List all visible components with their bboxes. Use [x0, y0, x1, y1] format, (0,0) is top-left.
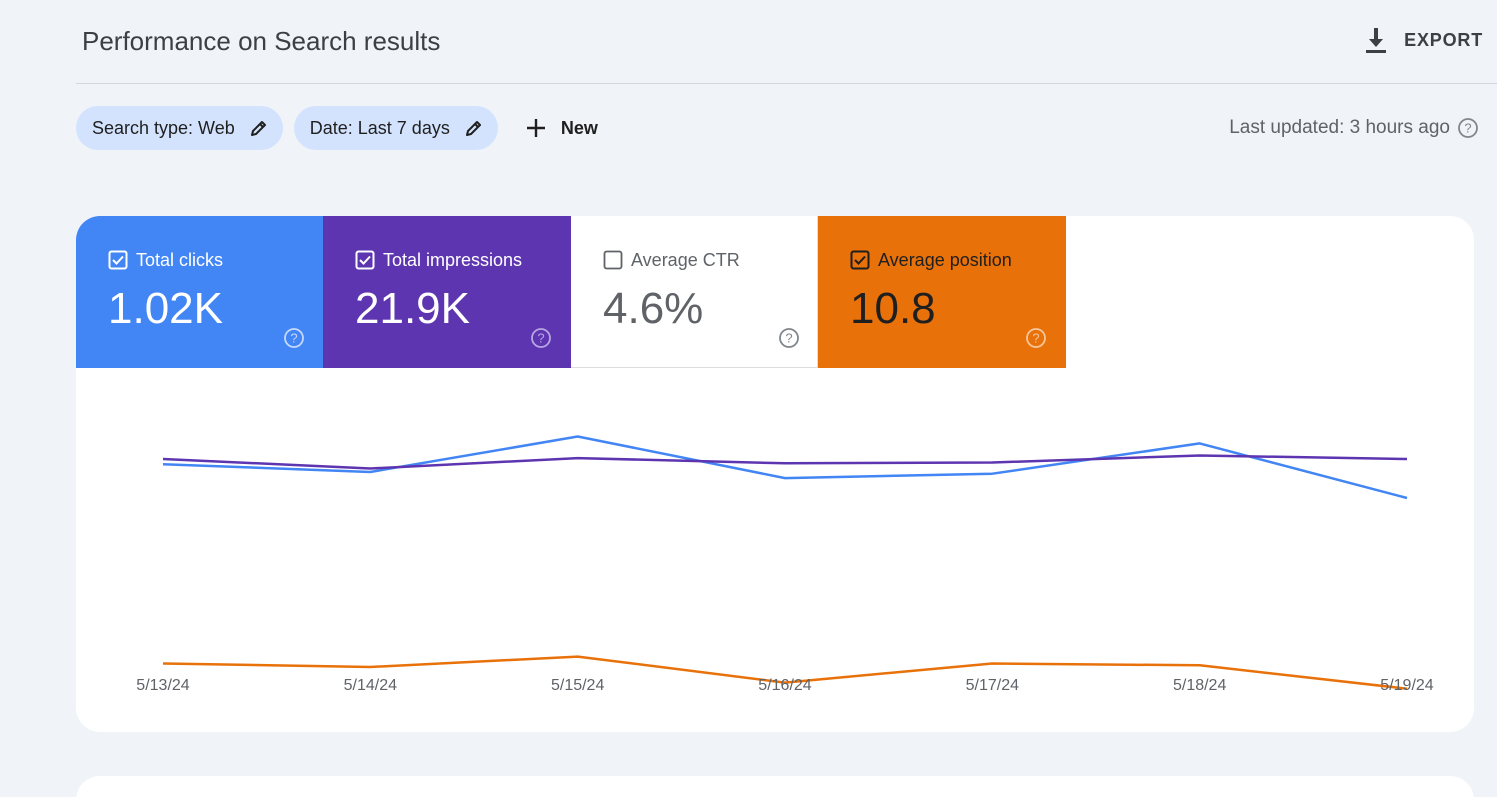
- svg-text:?: ?: [537, 331, 544, 346]
- new-filter-label: New: [560, 117, 598, 138]
- metric-label: Average position: [878, 250, 1012, 270]
- export-button[interactable]: EXPORT: [1364, 24, 1483, 56]
- x-tick-label: 5/14/24: [344, 677, 397, 694]
- download-icon: [1366, 28, 1387, 53]
- series-line-average-position: [162, 655, 1408, 690]
- checkbox-checked-icon[interactable]: [850, 250, 870, 270]
- metric-value: 4.6%: [603, 284, 704, 333]
- help-icon[interactable]: ?: [530, 327, 552, 349]
- svg-text:?: ?: [1464, 121, 1471, 136]
- date-label: Date: Last 7 days: [309, 117, 450, 138]
- metric-label: Total impressions: [383, 250, 523, 270]
- x-tick-label: 5/15/24: [551, 677, 604, 694]
- last-updated-text: Last updated: 3 hours ago: [1229, 117, 1450, 138]
- metric-label: Total clicks: [136, 250, 224, 270]
- metric-value: 1.02K: [108, 284, 223, 333]
- help-icon[interactable]: ?: [778, 327, 800, 349]
- metric-label: Average CTR: [631, 250, 740, 270]
- svg-text:?: ?: [1032, 331, 1039, 346]
- secondary-card: [76, 776, 1474, 797]
- help-icon[interactable]: ?: [1457, 117, 1479, 139]
- filter-bar: Search type: Web Date: Last 7 days New: [76, 106, 598, 150]
- page-title: Performance on Search results: [82, 26, 441, 56]
- series-line-total-impressions: [162, 454, 1408, 470]
- checkbox-unchecked-icon[interactable]: [603, 250, 623, 270]
- metric-tile-impressions[interactable]: Total impressions 21.9K ?: [323, 216, 571, 368]
- checkbox-checked-icon[interactable]: [108, 250, 128, 270]
- series-line-total-clicks: [162, 435, 1408, 500]
- metric-value: 21.9K: [355, 284, 470, 333]
- search-type-label: Search type: Web: [92, 117, 235, 138]
- x-tick-label: 5/18/24: [1173, 677, 1226, 694]
- metric-tile-ctr[interactable]: Average CTR 4.6% ?: [571, 216, 818, 368]
- svg-text:?: ?: [290, 331, 297, 346]
- export-label: EXPORT: [1404, 29, 1483, 50]
- new-filter-button[interactable]: New: [525, 117, 598, 139]
- x-tick-label: 5/16/24: [758, 677, 811, 694]
- metric-value: 10.8: [850, 284, 936, 333]
- help-icon[interactable]: ?: [283, 327, 305, 349]
- plus-icon: [526, 119, 545, 137]
- performance-chart[interactable]: 5/13/24 5/14/24 5/15/24 5/16/24 5/17/24 5/18/…: [76, 368, 1474, 732]
- x-tick-label: 5/19/24: [1380, 677, 1433, 694]
- svg-text:?: ?: [785, 331, 792, 346]
- help-icon[interactable]: ?: [1025, 327, 1047, 349]
- x-tick-label: 5/13/24: [136, 677, 189, 694]
- date-chip[interactable]: Date: Last 7 days: [293, 106, 498, 150]
- checkbox-checked-icon[interactable]: [355, 250, 375, 270]
- last-updated: Last updated: 3 hours ago ?: [1229, 117, 1479, 139]
- metric-tile-position[interactable]: Average position 10.8 ?: [818, 216, 1066, 368]
- x-tick-label: 5/17/24: [966, 677, 1019, 694]
- edit-icon: [250, 121, 266, 136]
- search-type-chip[interactable]: Search type: Web: [76, 106, 283, 150]
- performance-card: Total clicks 1.02K ? Total impressions 2…: [76, 216, 1474, 732]
- edit-icon: [465, 121, 481, 136]
- metric-tiles: Total clicks 1.02K ? Total impressions 2…: [76, 216, 1066, 368]
- page-header: Performance on Search results EXPORT: [76, 0, 1497, 84]
- metric-tile-clicks[interactable]: Total clicks 1.02K ?: [76, 216, 323, 368]
